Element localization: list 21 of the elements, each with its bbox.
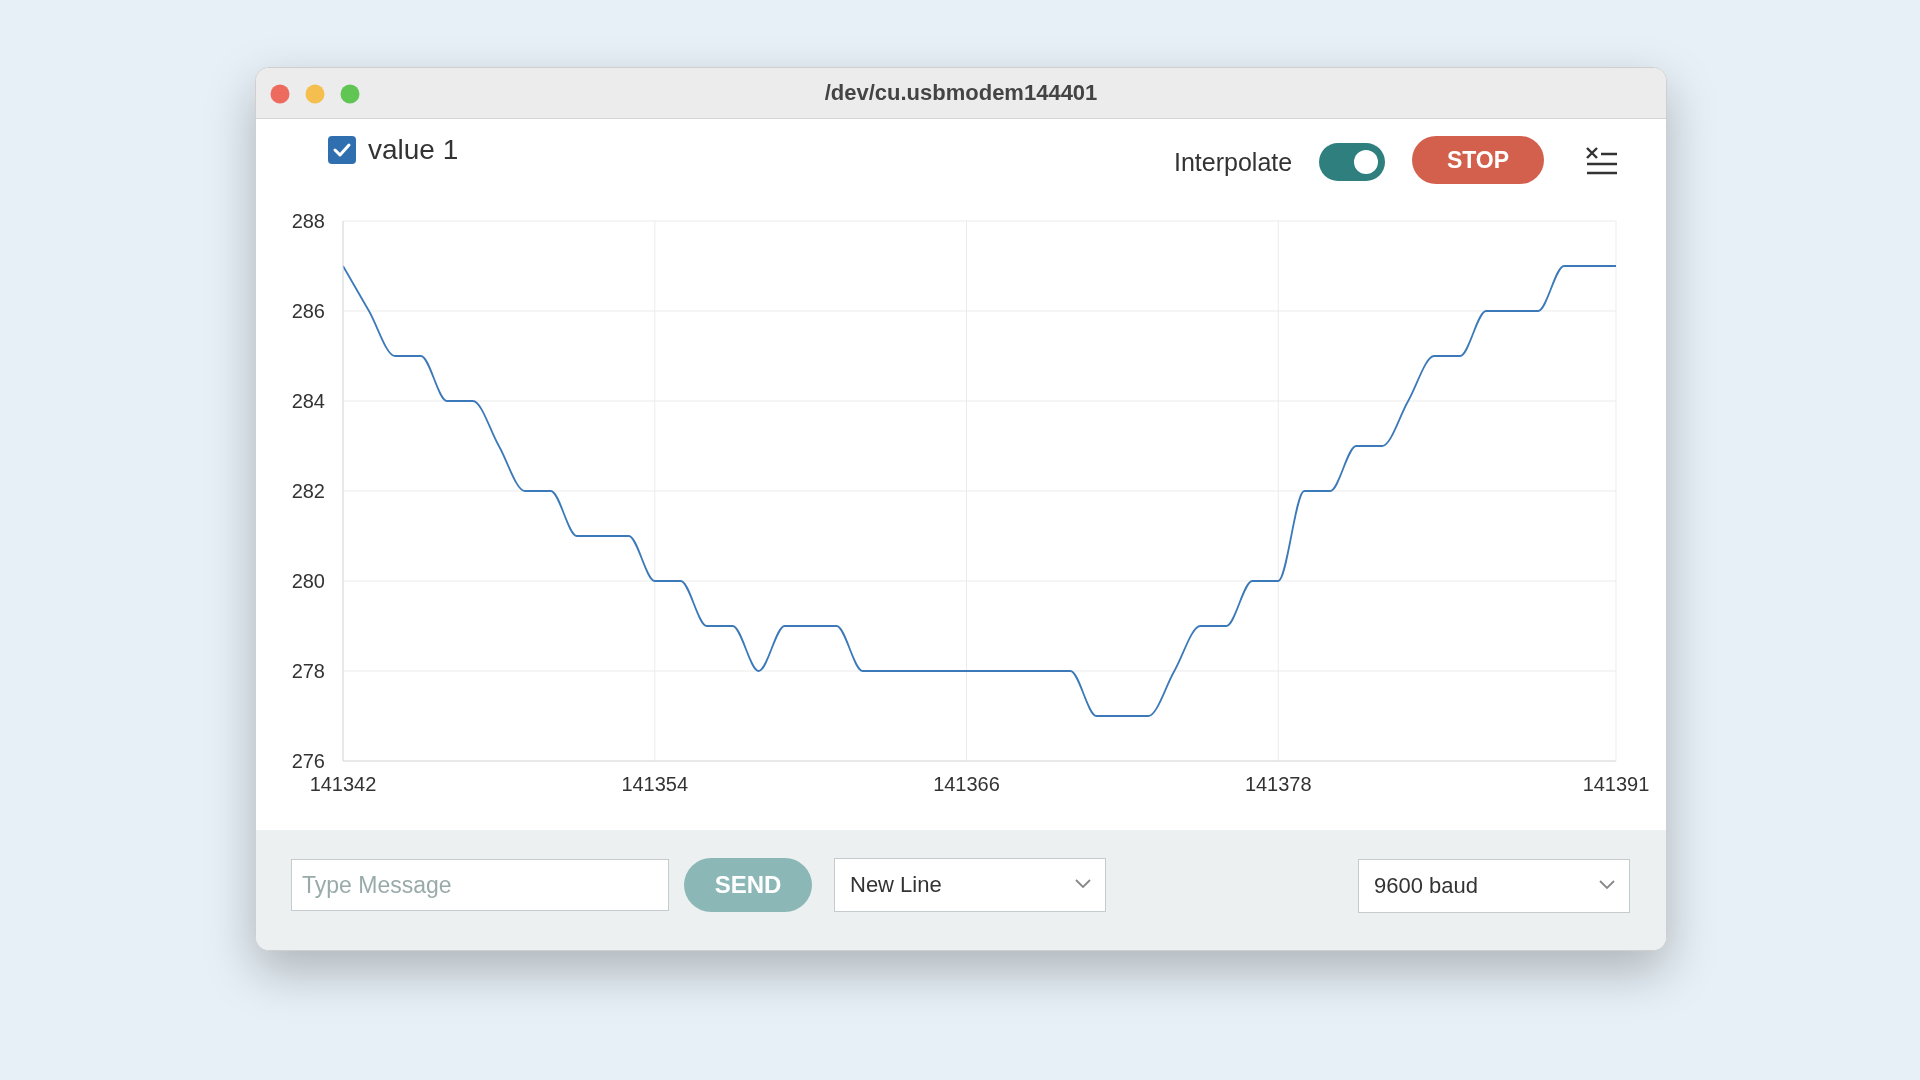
y-tick-label: 280 — [291, 570, 325, 593]
x-tick-label: 141391 — [1582, 773, 1650, 796]
y-tick-label: 282 — [291, 480, 325, 503]
message-field: Type Message — [291, 859, 669, 911]
legend-label: value 1 — [368, 134, 460, 166]
baud-rate-dropdown: 9600 baud — [1358, 859, 1630, 913]
x-tick-label: 141366 — [933, 773, 1000, 796]
x-tick-label: 141378 — [1244, 773, 1312, 796]
send-button: SEND — [684, 858, 812, 912]
y-tick-label: 288 — [291, 210, 325, 233]
x-tick-label: 141354 — [621, 773, 689, 796]
y-tick-label: 286 — [291, 300, 325, 323]
y-tick-label: 284 — [291, 390, 325, 413]
x-tick-label: 141342 — [309, 773, 377, 796]
line-ending-dropdown: New Line — [834, 858, 1106, 912]
y-tick-label: 278 — [291, 660, 325, 683]
line-series — [343, 265, 1616, 717]
text: Interpolate — [1174, 148, 1293, 177]
y-tick-label: 276 — [291, 750, 325, 773]
stop-button: STOP — [1412, 136, 1544, 184]
chart-title: /dev/cu.usbmodem144401 — [823, 80, 1099, 106]
